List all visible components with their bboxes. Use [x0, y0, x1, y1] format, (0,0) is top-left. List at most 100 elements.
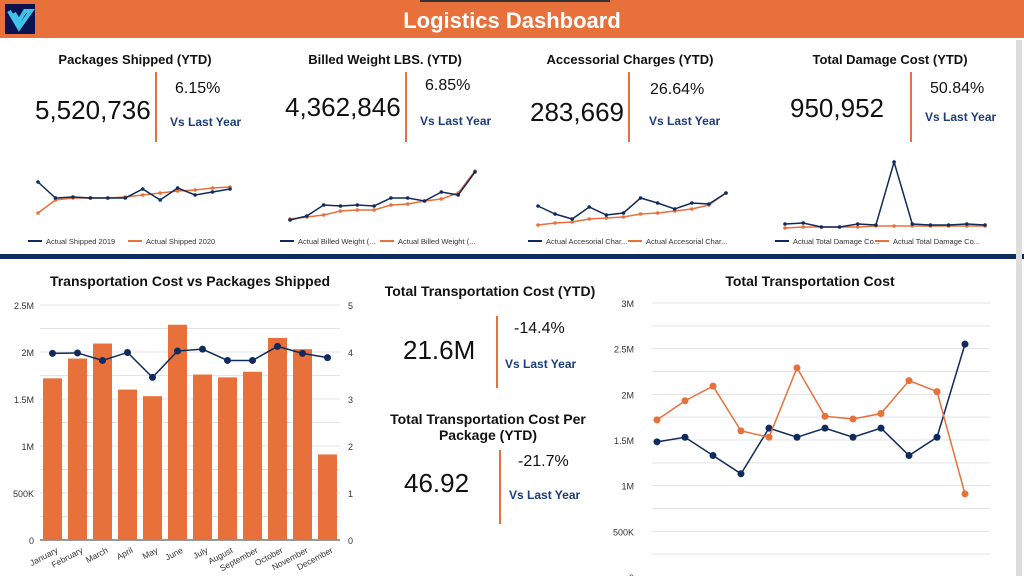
line-point — [299, 349, 306, 357]
kpi-title: Packages Shipped (YTD) — [58, 52, 212, 67]
sparkline-point — [422, 199, 427, 203]
sparkline-point — [536, 204, 540, 208]
sparkline-chart: Actual Total Damage Co... Actual Total Da… — [775, 159, 987, 246]
legend-label: Actual Total Damage Co... — [893, 237, 980, 246]
sparkline-point — [837, 225, 842, 229]
sparkline-point — [158, 198, 162, 202]
sparkline-point — [655, 211, 660, 215]
y2-tick-label: 5 — [348, 301, 353, 311]
sparkline-point — [140, 187, 145, 191]
line-series — [656, 366, 966, 495]
sparkline-point — [88, 196, 93, 200]
sparkline-point — [321, 213, 326, 217]
sparkline-point — [604, 216, 609, 220]
sparkline-point — [587, 205, 592, 209]
line-point — [905, 377, 913, 385]
sparkline-point — [946, 223, 951, 227]
y-tick-label: 2.5M — [614, 345, 634, 355]
kpi-divider — [628, 72, 630, 142]
y2-tick-label: 0 — [348, 536, 353, 546]
line-point — [737, 427, 745, 435]
sparkline-chart: Actual Shipped 2019 Actual Shipped 2020 — [28, 180, 232, 246]
sparkline-point — [928, 223, 933, 227]
line-point — [821, 424, 829, 432]
bar — [318, 454, 337, 540]
legend-label: Actual Shipped 2020 — [146, 237, 215, 246]
sparkline-point — [570, 220, 574, 224]
line-point — [793, 433, 801, 441]
sparkline-point — [456, 193, 460, 197]
sparkline-point — [983, 223, 987, 227]
mid-kpi1-title: Total Transportation Cost (YTD) — [384, 283, 596, 299]
kpi-divider — [910, 72, 912, 142]
line-point — [765, 424, 773, 432]
top-strip — [420, 0, 610, 2]
sparkline-point — [892, 160, 896, 164]
line-point — [933, 388, 941, 396]
kpi-value: 5,520,736 — [35, 95, 151, 125]
sparkline-point — [405, 196, 410, 200]
line-point — [793, 364, 801, 372]
y-tick-label: 1M — [621, 482, 634, 492]
sparkline-point — [193, 193, 197, 197]
legend-label: Actual Total Damage Co... — [793, 237, 880, 246]
bar — [218, 377, 237, 540]
line-point — [961, 340, 969, 348]
bar — [118, 389, 137, 540]
mid-kpi2-pct: -21.7% — [518, 453, 569, 470]
sparkline-series — [289, 171, 476, 221]
kpi-vs-label: Vs Last Year — [170, 115, 242, 129]
line-point — [174, 347, 181, 355]
line-point — [324, 354, 331, 362]
y-tick-label: 2M — [21, 348, 34, 358]
y2-tick-label: 4 — [348, 348, 353, 358]
sparkline-point — [553, 221, 557, 225]
line-point — [905, 452, 913, 460]
sparkline-point — [621, 215, 626, 219]
page-title: Logistics Dashboard — [403, 8, 621, 33]
sparkline-point — [389, 196, 393, 200]
sparkline-point — [439, 197, 444, 201]
line-point — [681, 397, 689, 405]
mid-kpi1-value: 21.6M — [403, 335, 476, 365]
line-point — [199, 345, 206, 353]
scrollbar[interactable] — [1016, 40, 1022, 576]
line-point — [709, 382, 717, 390]
legend-label: Actual Accesorial Char... — [646, 237, 727, 246]
sparkline-point — [672, 207, 677, 211]
line-point — [74, 349, 81, 357]
x-tick-label: June — [163, 545, 184, 563]
line-point — [737, 470, 745, 478]
sparkline-point — [372, 208, 376, 212]
sparkline-point — [638, 212, 643, 216]
sparkline-point — [355, 203, 360, 207]
sparkline-point — [855, 225, 860, 229]
sparkline-point — [783, 222, 787, 226]
sparkline-series — [37, 186, 231, 214]
y-tick-label: 1.5M — [14, 395, 34, 405]
sparkline-point — [536, 223, 540, 227]
line-point — [49, 349, 56, 357]
sparkline-point — [338, 204, 343, 208]
y-tick-label: 3M — [621, 299, 634, 309]
y-tick-label: 2.5M — [14, 301, 34, 311]
sparkline-point — [338, 209, 343, 213]
sparkline-series — [37, 181, 231, 201]
kpi-value: 4,362,846 — [285, 92, 401, 122]
line-point — [933, 433, 941, 441]
sparkline-point — [228, 187, 232, 191]
mid-kpi1-pct: -14.4% — [514, 320, 565, 337]
sparkline-point — [405, 202, 410, 206]
line-point — [274, 342, 281, 350]
sparkline-point — [288, 218, 292, 222]
kpi-divider — [499, 450, 501, 524]
line-point — [124, 348, 131, 356]
line-point — [99, 356, 106, 364]
sparkline-point — [473, 170, 477, 174]
line-point — [821, 412, 829, 420]
line-point — [149, 373, 156, 381]
sparkline-chart: Actual Accesorial Char... Actual Accesori… — [528, 191, 728, 246]
y-tick-label: 0 — [29, 536, 34, 546]
kpi-pct: 50.84% — [930, 80, 985, 97]
sparkline-point — [855, 222, 860, 226]
